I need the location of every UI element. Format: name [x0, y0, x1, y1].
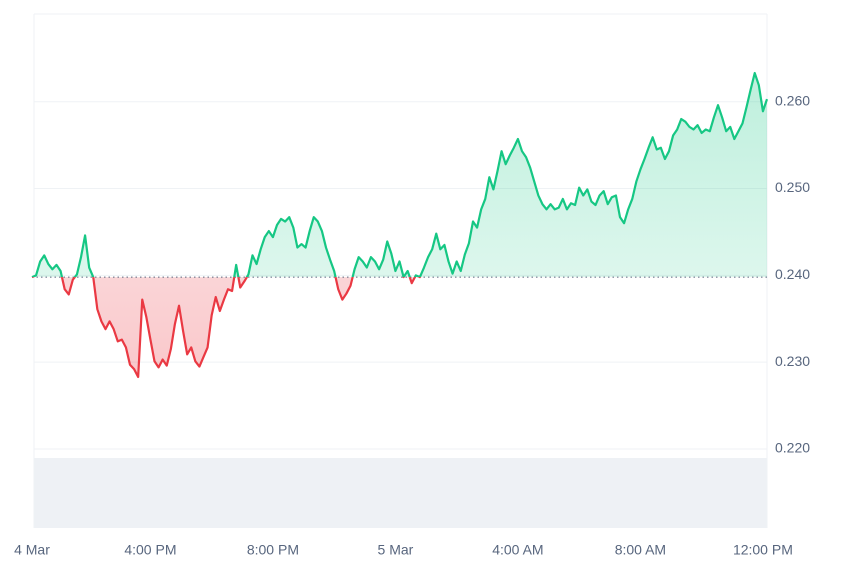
area-up: [32, 73, 767, 278]
x-tick-label: 5 Mar: [378, 542, 414, 558]
area-down: [32, 277, 767, 377]
x-tick-label: 4:00 PM: [124, 542, 176, 558]
x-tick-label: 8:00 PM: [247, 542, 299, 558]
price-line-up: [31, 71, 769, 278]
y-tick-label: 0.230: [775, 353, 810, 369]
x-tick-label: 8:00 AM: [615, 542, 666, 558]
y-tick-label: 0.240: [775, 266, 810, 282]
x-tick-label: 4:00 AM: [492, 542, 543, 558]
volume-background: [34, 458, 767, 528]
x-tick-label: 4 Mar: [14, 542, 50, 558]
price-line-down: [31, 277, 422, 379]
x-tick-label: 12:00 PM: [733, 542, 793, 558]
y-tick-label: 0.220: [775, 440, 810, 456]
y-tick-label: 0.260: [775, 92, 810, 108]
y-tick-label: 0.250: [775, 179, 810, 195]
